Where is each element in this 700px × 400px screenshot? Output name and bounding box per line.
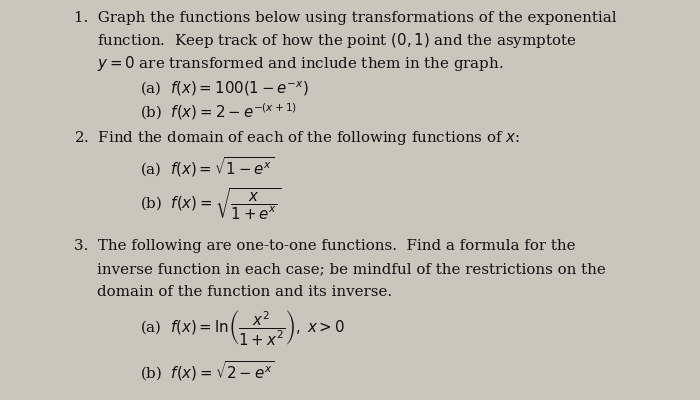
Text: function.  Keep track of how the point $(0, 1)$ and the asymptote: function. Keep track of how the point $(… xyxy=(97,31,576,50)
Text: (a)  $f(x) = \ln\!\left(\dfrac{x^2}{1 + x^2}\right),\; x > 0$: (a) $f(x) = \ln\!\left(\dfrac{x^2}{1 + x… xyxy=(140,308,345,347)
Text: (b)  $f(x) = \sqrt{2 - e^{x}}$: (b) $f(x) = \sqrt{2 - e^{x}}$ xyxy=(140,359,275,383)
Text: inverse function in each case; be mindful of the restrictions on the: inverse function in each case; be mindfu… xyxy=(97,262,606,276)
Text: $y = 0$ are transformed and include them in the graph.: $y = 0$ are transformed and include them… xyxy=(97,54,503,73)
Text: 2.  Find the domain of each of the following functions of $x$:: 2. Find the domain of each of the follow… xyxy=(74,129,519,147)
Text: (b)  $f(x) = \sqrt{\dfrac{x}{1 + e^{x}}}$: (b) $f(x) = \sqrt{\dfrac{x}{1 + e^{x}}}$ xyxy=(140,186,281,222)
Text: domain of the function and its inverse.: domain of the function and its inverse. xyxy=(97,285,392,298)
Text: (b)  $f(x) = 2 - e^{-(x+1)}$: (b) $f(x) = 2 - e^{-(x+1)}$ xyxy=(140,101,297,122)
Text: (a)  $f(x) = 100(1 - e^{-x})$: (a) $f(x) = 100(1 - e^{-x})$ xyxy=(140,80,309,98)
Text: 3.  The following are one-to-one functions.  Find a formula for the: 3. The following are one-to-one function… xyxy=(74,239,575,253)
Text: 1.  Graph the functions below using transformations of the exponential: 1. Graph the functions below using trans… xyxy=(74,11,616,25)
Text: (a)  $f(x) = \sqrt{1 - e^{x}}$: (a) $f(x) = \sqrt{1 - e^{x}}$ xyxy=(140,155,274,179)
